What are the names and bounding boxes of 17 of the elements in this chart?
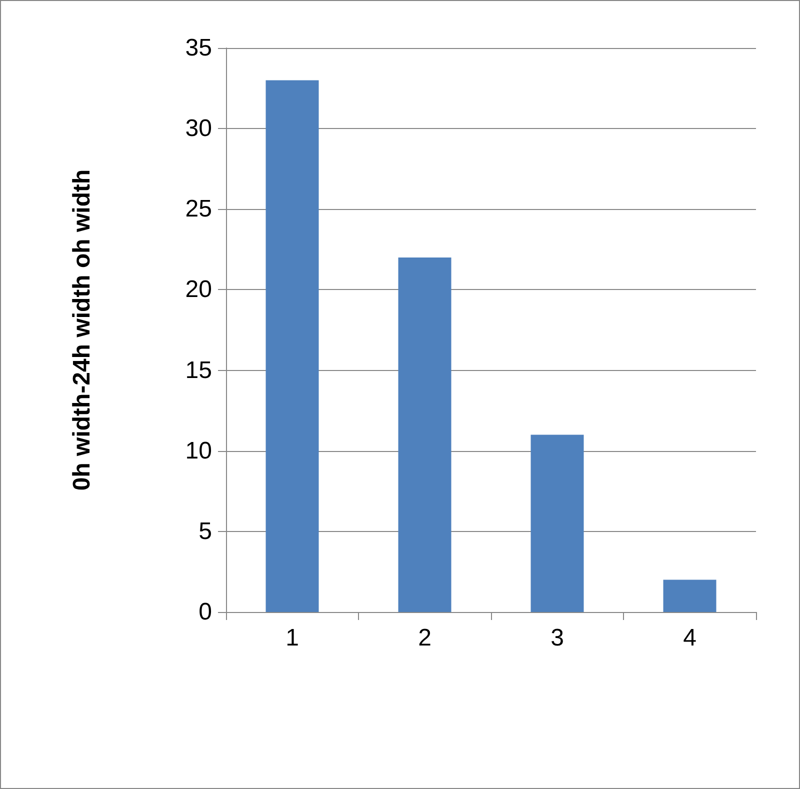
- y-tick-label: 30: [185, 115, 212, 142]
- x-tick-label: 4: [683, 624, 696, 652]
- x-tick-label: 1: [286, 624, 299, 652]
- bar: [398, 257, 452, 612]
- y-tick-label: 10: [185, 437, 212, 464]
- y-tick-label: 25: [185, 196, 212, 223]
- y-tick-label: 20: [185, 276, 212, 304]
- x-tick-label: 2: [418, 624, 432, 652]
- y-tick-label: 35: [185, 34, 212, 62]
- bar: [266, 80, 319, 612]
- x-tick-label: 3: [550, 624, 564, 652]
- bar: [530, 434, 584, 612]
- y-axis-title: 0h width-24h width oh width: [68, 169, 96, 491]
- y-tick-label: 0: [198, 598, 212, 626]
- y-tick-label: 15: [185, 356, 212, 384]
- y-tick-label: 5: [198, 518, 212, 545]
- bar: [663, 580, 716, 612]
